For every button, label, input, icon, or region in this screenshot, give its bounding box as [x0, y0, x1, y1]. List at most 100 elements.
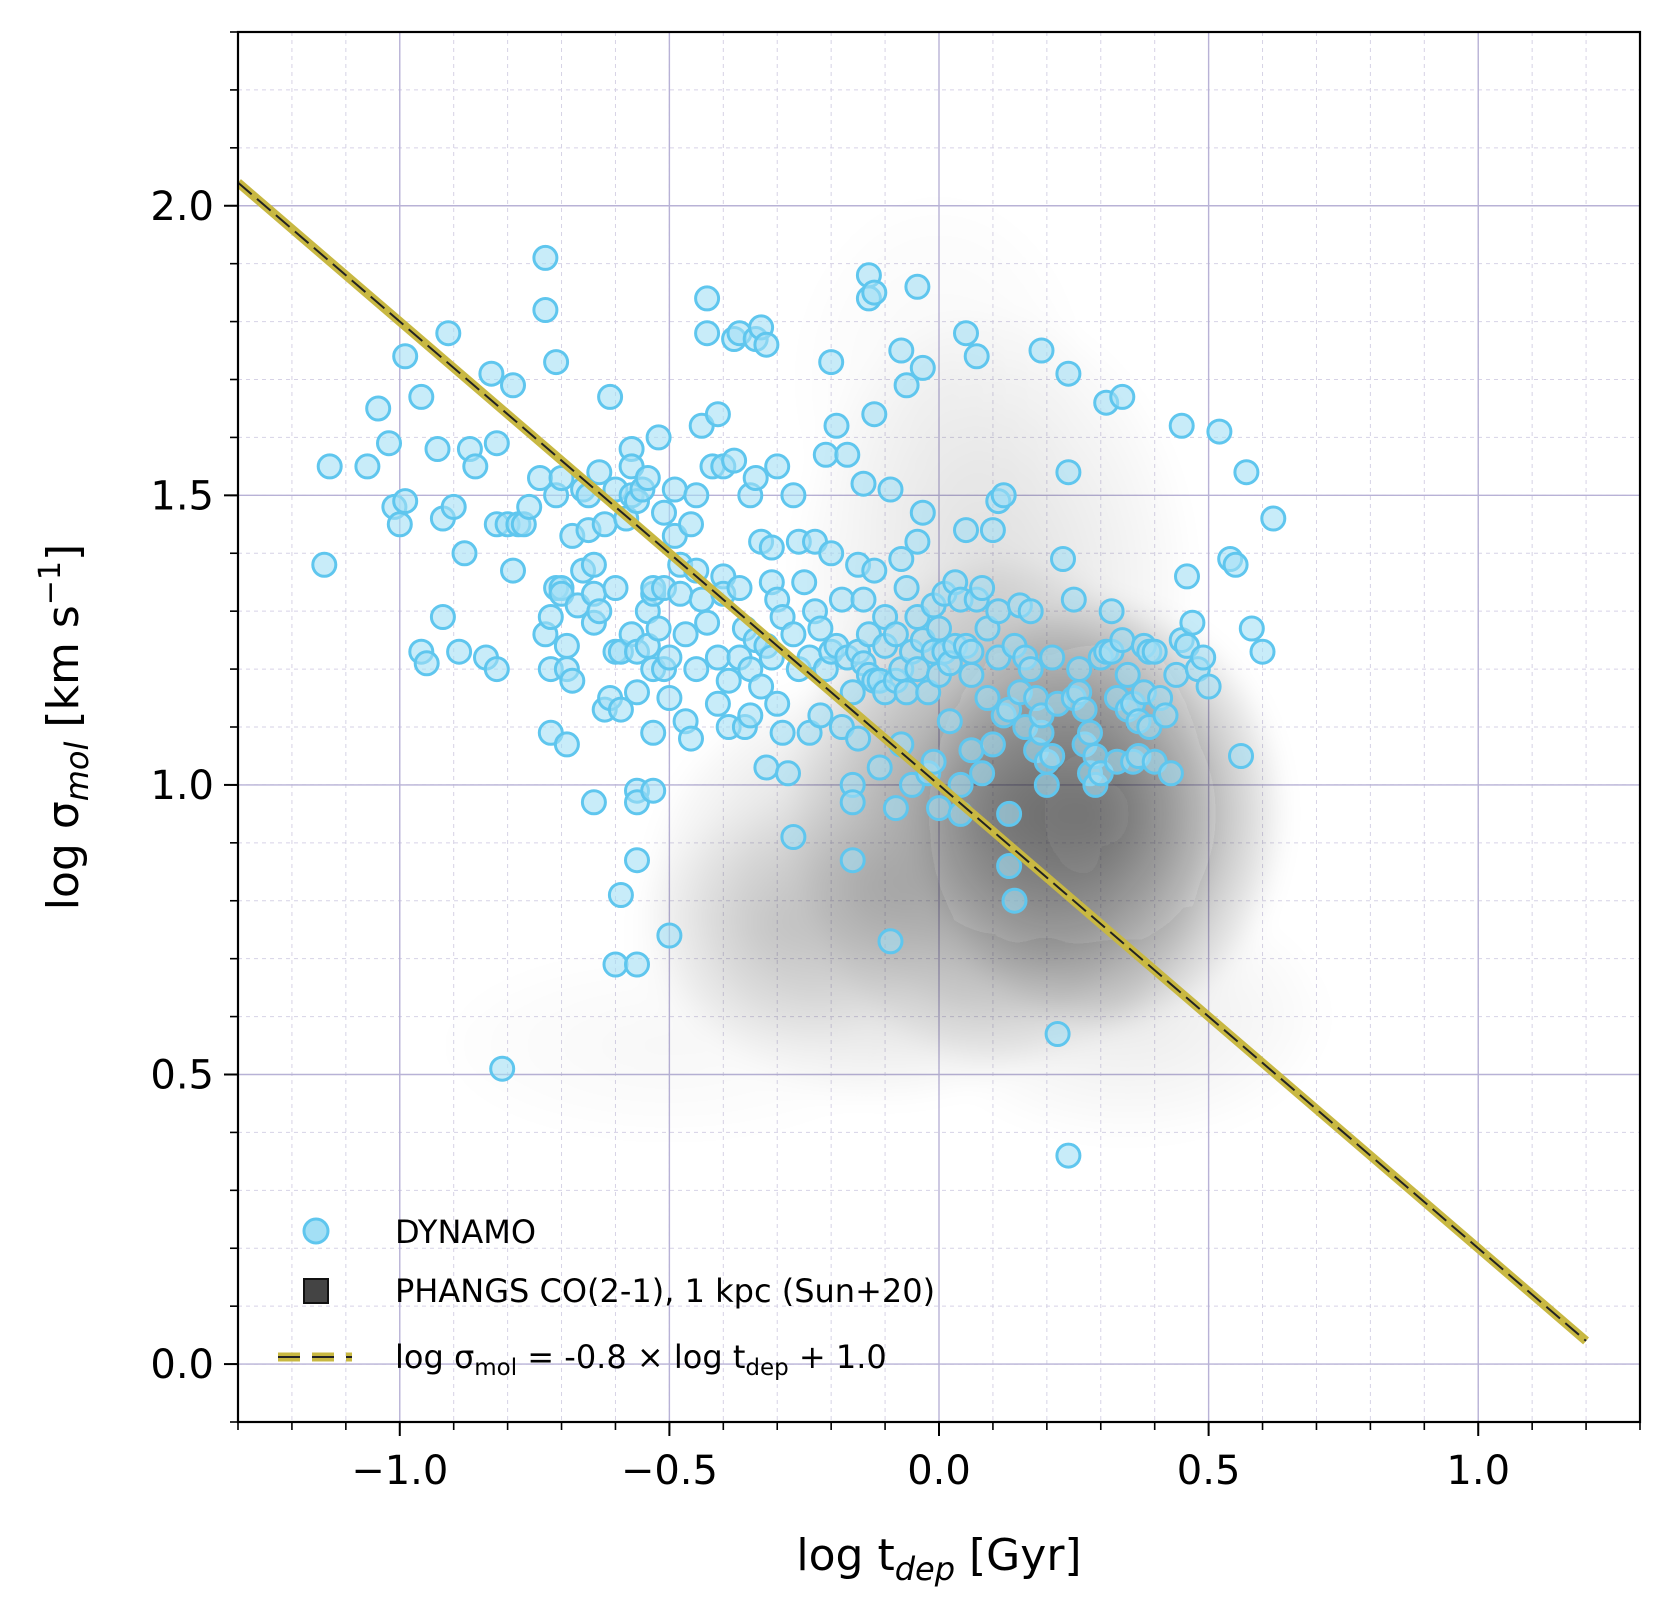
dynamo-point — [678, 511, 704, 538]
y-tick-label: 0.0 — [150, 1342, 214, 1388]
dynamo-point — [1109, 627, 1136, 654]
dynamo-point — [861, 279, 888, 306]
dynamo-point — [1260, 505, 1287, 532]
dynamo-point — [882, 621, 909, 648]
dynamo-point — [694, 285, 721, 312]
dynamo-point — [440, 493, 467, 520]
y-tick-label: 2.0 — [150, 184, 214, 230]
dynamo-point — [580, 789, 607, 816]
dynamo-point — [483, 430, 510, 457]
dynamo-point — [807, 702, 834, 729]
phangs-density-cell — [755, 910, 800, 949]
dynamo-point — [1195, 673, 1222, 700]
dynamo-point — [500, 372, 526, 399]
dynamo-point — [624, 847, 650, 874]
legend-dynamo-label: DYNAMO — [395, 1213, 536, 1251]
dynamo-point — [1228, 743, 1254, 769]
dynamo-point — [500, 557, 526, 584]
dynamo-point — [656, 922, 683, 949]
dynamo-point — [478, 360, 505, 387]
dynamo-point — [888, 337, 915, 364]
dynamo-point — [936, 708, 963, 735]
dynamo-point — [877, 476, 904, 503]
dynamo-point — [953, 517, 979, 544]
dynamo-point — [651, 499, 677, 526]
dynamo-point — [850, 470, 877, 497]
y-tick-label: 1.0 — [150, 763, 214, 809]
dynamo-point — [386, 511, 413, 538]
dynamo-point — [704, 401, 731, 428]
dynamo-point — [909, 499, 936, 526]
dynamo-point — [1163, 661, 1190, 688]
dynamo-point — [861, 557, 888, 584]
dynamo-point — [780, 482, 807, 509]
dynamo-point — [893, 679, 920, 706]
x-tick-label: −0.5 — [621, 1448, 718, 1494]
dynamo-point — [678, 725, 704, 752]
dynamo-point — [953, 320, 979, 347]
dynamo-point — [845, 725, 872, 752]
dynamo-point — [311, 551, 338, 578]
dynamo-point — [489, 1055, 516, 1082]
dynamo-point — [834, 441, 861, 468]
dynamo-point — [683, 482, 710, 509]
dynamo-point — [780, 824, 807, 850]
dynamo-point — [586, 459, 613, 486]
dynamo-point — [694, 320, 721, 347]
dynamo-point — [704, 644, 731, 671]
dynamo-point — [413, 650, 440, 677]
dynamo-point — [1017, 598, 1044, 625]
dynamo-point — [483, 656, 510, 683]
dynamo-point — [683, 656, 710, 683]
dynamo-point — [1179, 609, 1206, 636]
dynamo-point — [624, 951, 650, 978]
dynamo-point — [640, 777, 667, 804]
dynamo-point — [607, 882, 634, 908]
dynamo-point — [828, 586, 855, 613]
dynamo-point — [753, 754, 780, 781]
dynamo-point — [780, 621, 807, 648]
dynamo-point — [1039, 644, 1066, 671]
dynamo-point — [1055, 459, 1082, 486]
dynamo-point — [429, 604, 456, 630]
phangs-density-cell — [633, 1031, 705, 1060]
dynamo-point — [996, 853, 1023, 879]
dynamo-point — [1071, 696, 1098, 723]
dynamo-point — [1060, 586, 1087, 613]
dynamo-point — [543, 349, 570, 376]
dynamo-point — [721, 447, 748, 474]
x-tick-label: −1.0 — [351, 1448, 448, 1494]
dynamo-point — [365, 395, 392, 422]
dynamo-point — [1066, 656, 1093, 683]
dynamo-point — [888, 546, 915, 572]
dynamo-point — [602, 951, 629, 978]
dynamo-point — [580, 551, 607, 578]
dynamo-point — [462, 453, 489, 480]
dynamo-point — [656, 644, 683, 671]
dynamo-point — [537, 604, 564, 630]
dynamo-point — [963, 343, 990, 370]
dynamo-point — [737, 702, 764, 729]
y-axis-label: log σmol [km s−1] — [33, 544, 96, 910]
dynamo-point — [920, 748, 947, 775]
dynamo-point — [435, 320, 462, 347]
dynamo-point — [408, 383, 435, 410]
dynamo-point — [586, 598, 613, 625]
dynamo-point — [704, 690, 731, 717]
dynamo-point — [591, 511, 618, 538]
dynamo-point — [1222, 551, 1249, 578]
dynamo-point — [904, 273, 931, 300]
dynamo-point — [316, 453, 343, 480]
dynamo-point — [764, 690, 791, 717]
dynamo-point — [1141, 638, 1168, 665]
dynamo-point — [1190, 644, 1217, 671]
dynamo-point — [446, 638, 473, 665]
dynamo-point — [947, 771, 974, 798]
dynamo-point — [839, 679, 866, 706]
dynamo-point — [726, 575, 753, 601]
dynamo-point — [553, 632, 580, 659]
dynamo-point — [1055, 1142, 1082, 1169]
dynamo-point — [1028, 337, 1055, 364]
axis-ticks: −1.0 −0.5 0.0 0.5 1.0 0.0 0.5 1.0 1.5 2.0 — [150, 31, 1641, 1494]
